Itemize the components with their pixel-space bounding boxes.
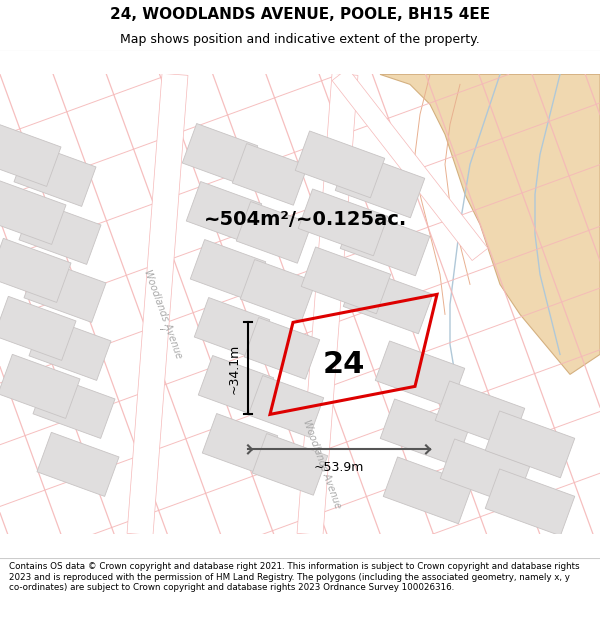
Polygon shape bbox=[244, 318, 320, 379]
Text: Woodlands Avenue: Woodlands Avenue bbox=[301, 419, 343, 510]
Polygon shape bbox=[332, 68, 488, 261]
Polygon shape bbox=[186, 181, 262, 243]
Polygon shape bbox=[19, 201, 101, 264]
Polygon shape bbox=[340, 209, 430, 276]
Text: 24, WOODLANDS AVENUE, POOLE, BH15 4EE: 24, WOODLANDS AVENUE, POOLE, BH15 4EE bbox=[110, 7, 490, 22]
Text: ~504m²/~0.125ac.: ~504m²/~0.125ac. bbox=[203, 210, 407, 229]
Polygon shape bbox=[232, 144, 308, 205]
Polygon shape bbox=[194, 298, 270, 359]
Polygon shape bbox=[375, 341, 465, 408]
Polygon shape bbox=[14, 142, 96, 206]
Text: ~53.9m: ~53.9m bbox=[314, 461, 364, 474]
Polygon shape bbox=[37, 432, 119, 496]
Polygon shape bbox=[295, 131, 385, 198]
Polygon shape bbox=[0, 181, 66, 244]
Text: ~34.1m: ~34.1m bbox=[227, 343, 241, 394]
Polygon shape bbox=[182, 124, 258, 185]
Text: Woodlands Avenue: Woodlands Avenue bbox=[142, 269, 184, 360]
Polygon shape bbox=[485, 469, 575, 536]
Polygon shape bbox=[198, 356, 274, 418]
Polygon shape bbox=[435, 381, 525, 448]
Text: #aaaaaa: #aaaaaa bbox=[160, 329, 166, 330]
Polygon shape bbox=[0, 296, 76, 361]
Polygon shape bbox=[440, 439, 530, 506]
Polygon shape bbox=[343, 267, 433, 334]
Polygon shape bbox=[240, 259, 316, 321]
Polygon shape bbox=[383, 457, 473, 524]
Polygon shape bbox=[33, 374, 115, 438]
Polygon shape bbox=[380, 399, 470, 466]
Polygon shape bbox=[190, 239, 266, 301]
Polygon shape bbox=[0, 354, 80, 418]
Text: Contains OS data © Crown copyright and database right 2021. This information is : Contains OS data © Crown copyright and d… bbox=[9, 562, 580, 592]
Polygon shape bbox=[298, 189, 388, 256]
Text: 24: 24 bbox=[323, 350, 365, 379]
Polygon shape bbox=[297, 73, 358, 536]
Polygon shape bbox=[29, 316, 111, 381]
Polygon shape bbox=[252, 434, 328, 495]
Polygon shape bbox=[335, 151, 425, 218]
Polygon shape bbox=[24, 258, 106, 322]
Polygon shape bbox=[127, 73, 188, 536]
Polygon shape bbox=[485, 411, 575, 478]
Polygon shape bbox=[380, 74, 600, 374]
Polygon shape bbox=[236, 201, 312, 263]
Polygon shape bbox=[301, 247, 391, 314]
Polygon shape bbox=[248, 376, 324, 438]
Text: Map shows position and indicative extent of the property.: Map shows position and indicative extent… bbox=[120, 34, 480, 46]
Polygon shape bbox=[0, 238, 71, 302]
Polygon shape bbox=[202, 414, 278, 475]
Polygon shape bbox=[0, 122, 61, 186]
